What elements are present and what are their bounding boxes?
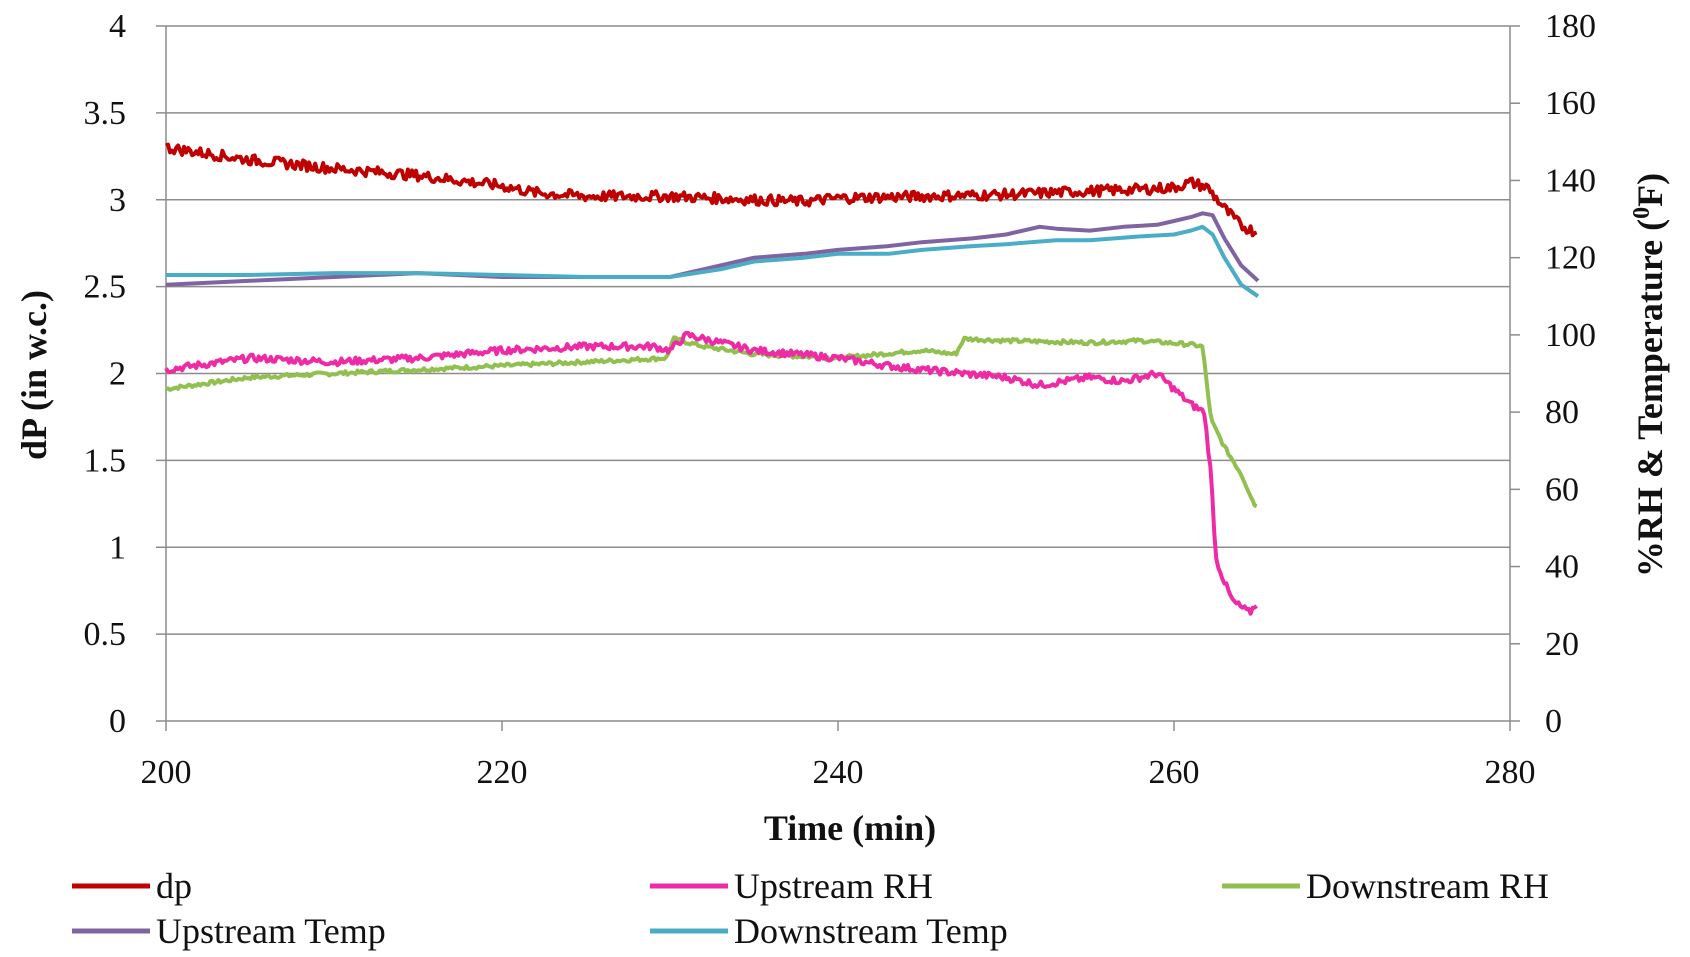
left-tick-label: 1 <box>109 529 126 566</box>
series-line-downstream-temp <box>166 224 1260 298</box>
series-lines <box>164 142 1260 616</box>
legend-item: Upstream RH <box>650 866 933 906</box>
x-tick-label: 280 <box>1485 754 1536 791</box>
left-tick-label: 3.5 <box>84 95 127 132</box>
x-tick-label: 240 <box>813 754 864 791</box>
left-tick-label: 2.5 <box>84 269 127 306</box>
axes <box>156 25 1520 731</box>
x-axis-title: Time (min) <box>764 808 936 848</box>
series-line-dp <box>165 142 1258 238</box>
legend-label: Upstream RH <box>734 866 933 906</box>
right-tick-label: 80 <box>1545 394 1579 431</box>
right-axis-title: %RH & Temperature (0F) <box>1629 173 1670 577</box>
series-line-downstream-rh <box>165 335 1258 509</box>
gridlines <box>166 25 1510 635</box>
left-tick-label: 4 <box>109 8 126 45</box>
legend: dp Upstream RH Downstream RH Upstream Temp D… <box>72 866 1549 951</box>
left-tick-label: 2 <box>109 356 126 393</box>
right-axis-title-superscript: 0 <box>1629 207 1655 219</box>
left-tick-label: 0.5 <box>84 616 127 653</box>
right-tick-label: 160 <box>1545 85 1596 122</box>
x-tick-label: 220 <box>477 754 528 791</box>
right-tick-label: 40 <box>1545 549 1579 586</box>
right-axis-title-main: %RH & Temperature ( <box>1630 219 1670 577</box>
right-tick-label: 140 <box>1545 162 1596 199</box>
left-axis-title: dP (in w.c.) <box>14 290 54 460</box>
right-tick-label: 60 <box>1545 471 1579 508</box>
left-tick-label: 1.5 <box>84 442 127 479</box>
legend-label: Downstream Temp <box>734 911 1008 951</box>
right-tick-label: 100 <box>1545 317 1596 354</box>
right-axis-title-end: F) <box>1630 173 1670 207</box>
legend-item: Downstream Temp <box>650 911 1008 951</box>
series-line-upstream-rh <box>164 330 1258 616</box>
left-tick-label: 3 <box>109 182 126 219</box>
right-tick-label: 0 <box>1545 703 1562 740</box>
x-tick-label: 200 <box>141 754 192 791</box>
legend-label: Upstream Temp <box>156 911 386 951</box>
legend-label: Downstream RH <box>1306 866 1549 906</box>
left-tick-label: 0 <box>109 703 126 740</box>
right-tick-label: 120 <box>1545 240 1596 277</box>
legend-item: Downstream RH <box>1222 866 1549 906</box>
right-tick-label: 20 <box>1545 626 1579 663</box>
legend-label: dp <box>156 866 192 906</box>
legend-item: dp <box>72 866 192 906</box>
x-tick-label: 260 <box>1149 754 1200 791</box>
tick-labels: 00.511.522.533.5402040608010012014016018… <box>84 8 1597 791</box>
right-tick-label: 180 <box>1545 8 1596 45</box>
legend-item: Upstream Temp <box>72 911 386 951</box>
